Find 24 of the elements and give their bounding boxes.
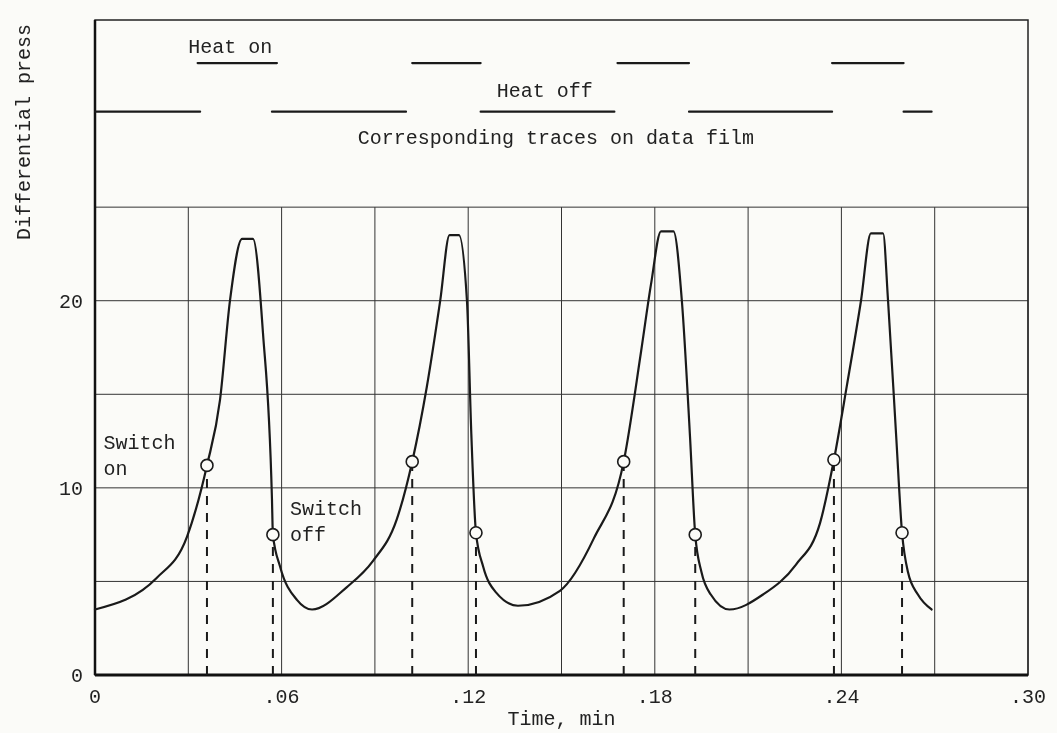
x-tick-label: .30 — [1009, 686, 1047, 709]
point — [200, 458, 214, 473]
point — [469, 525, 483, 540]
point — [688, 527, 703, 542]
x-tick-label: .24 — [823, 686, 860, 709]
y-tick-label: 0 — [70, 665, 83, 688]
point — [616, 454, 631, 469]
point — [827, 452, 841, 467]
point — [266, 527, 280, 542]
x-tick-label: .12 — [450, 686, 487, 709]
annotation: Heat off — [496, 80, 593, 104]
point — [895, 525, 909, 540]
x-tick-label: .06 — [263, 686, 300, 709]
x-tick-label: 0 — [88, 686, 102, 709]
point — [405, 454, 420, 469]
y-tick-label: 20 — [58, 290, 83, 314]
annotation: Switch off — [290, 497, 363, 547]
annotation: Switch on — [103, 432, 176, 482]
y-axis-title: Differential press — [13, 24, 36, 241]
x-axis-title: Time, min — [507, 708, 616, 731]
annotation: Heat on — [188, 36, 273, 60]
y-tick-label: 10 — [58, 477, 83, 501]
annotation: Corresponding traces on data film — [357, 126, 754, 150]
x-tick-label: .18 — [636, 686, 673, 709]
